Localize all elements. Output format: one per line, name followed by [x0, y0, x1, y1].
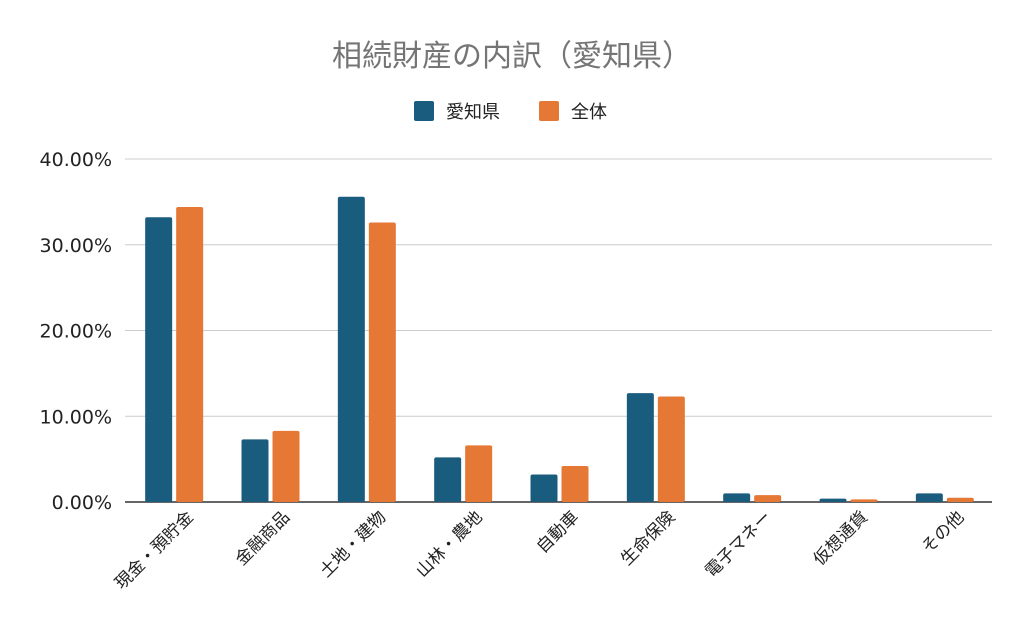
y-tick-label: 40.00% — [40, 149, 112, 171]
bar-total — [850, 499, 878, 502]
x-tick-label: 現金・預貯金 — [111, 507, 197, 593]
bar-aichi — [530, 474, 558, 502]
bar-total — [754, 495, 782, 502]
y-axis-ticks: 0.00% 10.00% 20.00% 30.00% 40.00% — [40, 149, 112, 514]
x-tick-label: 金融商品 — [232, 507, 294, 569]
x-tick-label: 電子マネー — [701, 507, 775, 581]
bar-aichi — [145, 217, 173, 502]
bar-total — [946, 497, 974, 502]
gridlines — [125, 158, 992, 503]
x-tick-label: 生命保険 — [617, 507, 679, 569]
bar-total — [561, 465, 589, 502]
bar-aichi — [241, 439, 269, 502]
legend-label: 愛知県 — [446, 102, 500, 123]
bar-total — [657, 396, 685, 502]
x-tick-label: 自動車 — [533, 507, 583, 557]
bar-total — [465, 445, 493, 502]
bars — [145, 196, 974, 503]
legend-swatch — [414, 101, 434, 121]
legend: 愛知県 全体 — [414, 101, 607, 123]
chart-title: 相続財産の内訳（愛知県） — [332, 39, 692, 74]
bar-aichi — [626, 393, 654, 502]
y-tick-label: 30.00% — [40, 235, 112, 257]
bar-aichi — [337, 196, 365, 503]
x-tick-label: その他 — [918, 507, 968, 557]
bar-total — [272, 430, 300, 502]
bar-total — [176, 207, 204, 502]
bar-aichi — [723, 493, 751, 502]
bar-aichi — [434, 457, 462, 502]
x-tick-label: 山林・農地 — [412, 507, 486, 581]
x-axis-ticks: 現金・預貯金 金融商品 土地・建物 山林・農地 自動車 生命保険 電子マネー 仮想通貨 その他 — [111, 507, 968, 593]
y-tick-label: 20.00% — [40, 321, 112, 343]
y-tick-label: 10.00% — [40, 406, 112, 428]
y-tick-label: 0.00% — [52, 492, 112, 514]
bar-total — [368, 222, 396, 502]
bar-aichi — [915, 493, 943, 502]
x-tick-label: 土地・建物 — [316, 507, 390, 581]
bar-aichi — [819, 498, 847, 502]
legend-label: 全体 — [571, 102, 607, 123]
x-tick-label: 仮想通貨 — [810, 507, 872, 569]
legend-swatch — [539, 101, 559, 121]
